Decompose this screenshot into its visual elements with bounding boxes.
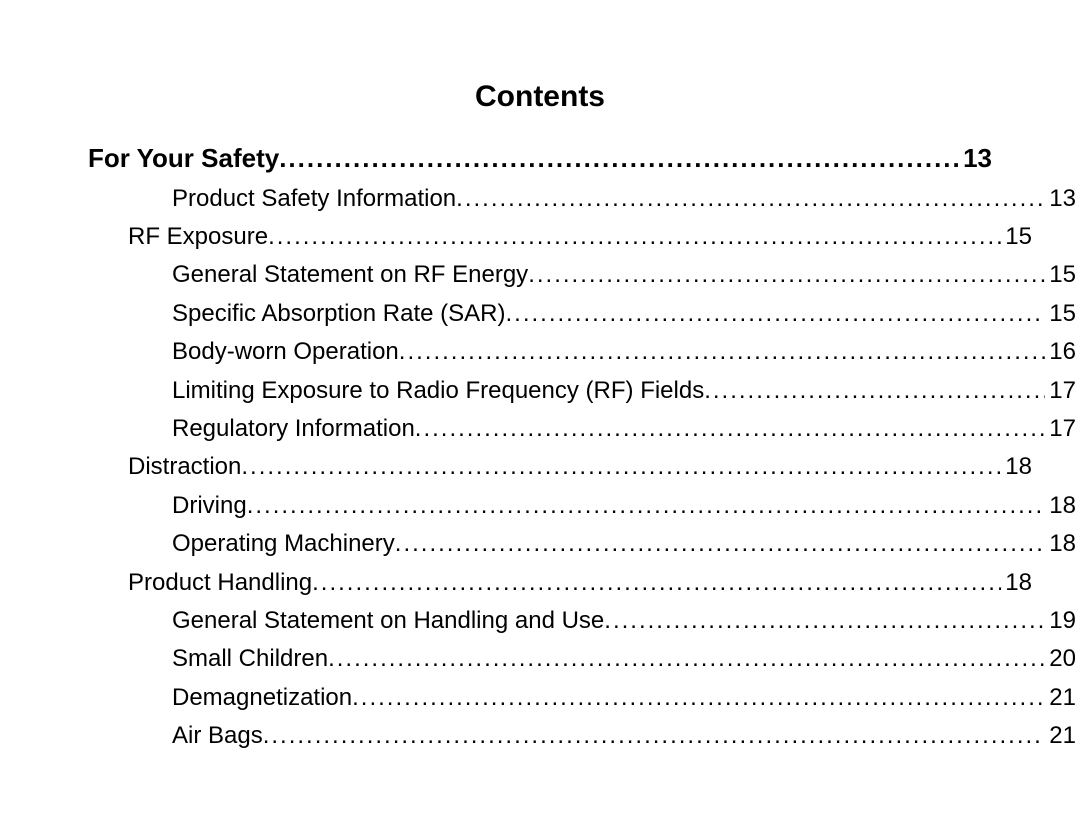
toc-entry-label: Driving	[172, 487, 247, 525]
toc-entry-label: Operating Machinery	[172, 525, 395, 563]
toc-row: Product Handling........................…	[128, 564, 1032, 602]
toc-entry-page: 18	[1045, 487, 1076, 525]
toc-leader: ........................................…	[528, 256, 1045, 294]
toc-row: General Statement on RF Energy..........…	[172, 256, 1076, 294]
contents-title: Contents	[88, 80, 992, 114]
toc-entry-page: 13	[959, 138, 992, 180]
toc-entry-page: 18	[1001, 564, 1032, 602]
toc-leader: ........................................…	[704, 372, 1045, 410]
toc-row: Product Safety Information..............…	[172, 180, 1076, 218]
toc-leader: ........................................…	[352, 679, 1045, 717]
toc-row: Body-worn Operation.....................…	[172, 333, 1076, 371]
toc-leader: ........................................…	[604, 602, 1045, 640]
toc-leader: ........................................…	[505, 295, 1045, 333]
toc-entry-page: 17	[1045, 410, 1076, 448]
page: Contents For Your Safety................…	[0, 0, 1080, 822]
toc-entry-page: 18	[1001, 448, 1032, 486]
toc-entry-label: Distraction	[128, 448, 241, 486]
toc-entry-label: Demagnetization	[172, 679, 352, 717]
toc-entry-label: For Your Safety	[88, 138, 279, 180]
toc-entry-label: Limiting Exposure to Radio Frequency (RF…	[172, 372, 704, 410]
toc-leader: ........................................…	[247, 487, 1046, 525]
toc-entry-page: 19	[1045, 602, 1076, 640]
toc-row: Specific Absorption Rate (SAR)..........…	[172, 295, 1076, 333]
toc-row: Driving.................................…	[172, 487, 1076, 525]
toc-entry-label: Product Safety Information	[172, 180, 456, 218]
toc-entry-page: 15	[1045, 295, 1076, 333]
toc-leader: ........................................…	[263, 717, 1046, 755]
toc-entry-label: Product Handling	[128, 564, 312, 602]
toc-entry-page: 18	[1045, 525, 1076, 563]
toc-leader: ........................................…	[268, 218, 1001, 256]
toc-entry-label: Specific Absorption Rate (SAR)	[172, 295, 505, 333]
toc-entry-page: 13	[1045, 180, 1076, 218]
toc-entry-page: 17	[1045, 372, 1076, 410]
toc-entry-page: 21	[1045, 717, 1076, 755]
toc-row: Air Bags................................…	[172, 717, 1076, 755]
toc-entry-label: Small Children	[172, 640, 328, 678]
toc-entry-page: 15	[1001, 218, 1032, 256]
toc-row: Small Children..........................…	[172, 640, 1076, 678]
toc-entry-label: RF Exposure	[128, 218, 268, 256]
toc-entry-page: 15	[1045, 256, 1076, 294]
toc-row: RF Exposure.............................…	[128, 218, 1032, 256]
toc-row: General Statement on Handling and Use...…	[172, 602, 1076, 640]
toc-leader: ........................................…	[395, 525, 1046, 563]
toc-entry-label: Body-worn Operation	[172, 333, 399, 371]
toc-leader: ........................................…	[456, 180, 1045, 218]
toc-row: For Your Safety.........................…	[88, 138, 992, 180]
toc-row: Operating Machinery.....................…	[172, 525, 1076, 563]
toc-entry-label: General Statement on Handling and Use	[172, 602, 604, 640]
toc-leader: ........................................…	[241, 448, 1001, 486]
toc-leader: ........................................…	[328, 640, 1045, 678]
toc-entry-label: General Statement on RF Energy	[172, 256, 528, 294]
toc-row: Distraction.............................…	[128, 448, 1032, 486]
toc-leader: ........................................…	[312, 564, 1001, 602]
toc-row: Regulatory Information..................…	[172, 410, 1076, 448]
table-of-contents: For Your Safety.........................…	[88, 138, 992, 755]
toc-entry-page: 16	[1045, 333, 1076, 371]
toc-entry-label: Air Bags	[172, 717, 263, 755]
toc-row: Demagnetization.........................…	[172, 679, 1076, 717]
toc-leader: ........................................…	[279, 138, 959, 180]
toc-entry-page: 20	[1045, 640, 1076, 678]
toc-entry-label: Regulatory Information	[172, 410, 415, 448]
toc-leader: ........................................…	[415, 410, 1046, 448]
toc-leader: ........................................…	[399, 333, 1046, 371]
toc-entry-page: 21	[1045, 679, 1076, 717]
toc-row: Limiting Exposure to Radio Frequency (RF…	[172, 372, 1076, 410]
